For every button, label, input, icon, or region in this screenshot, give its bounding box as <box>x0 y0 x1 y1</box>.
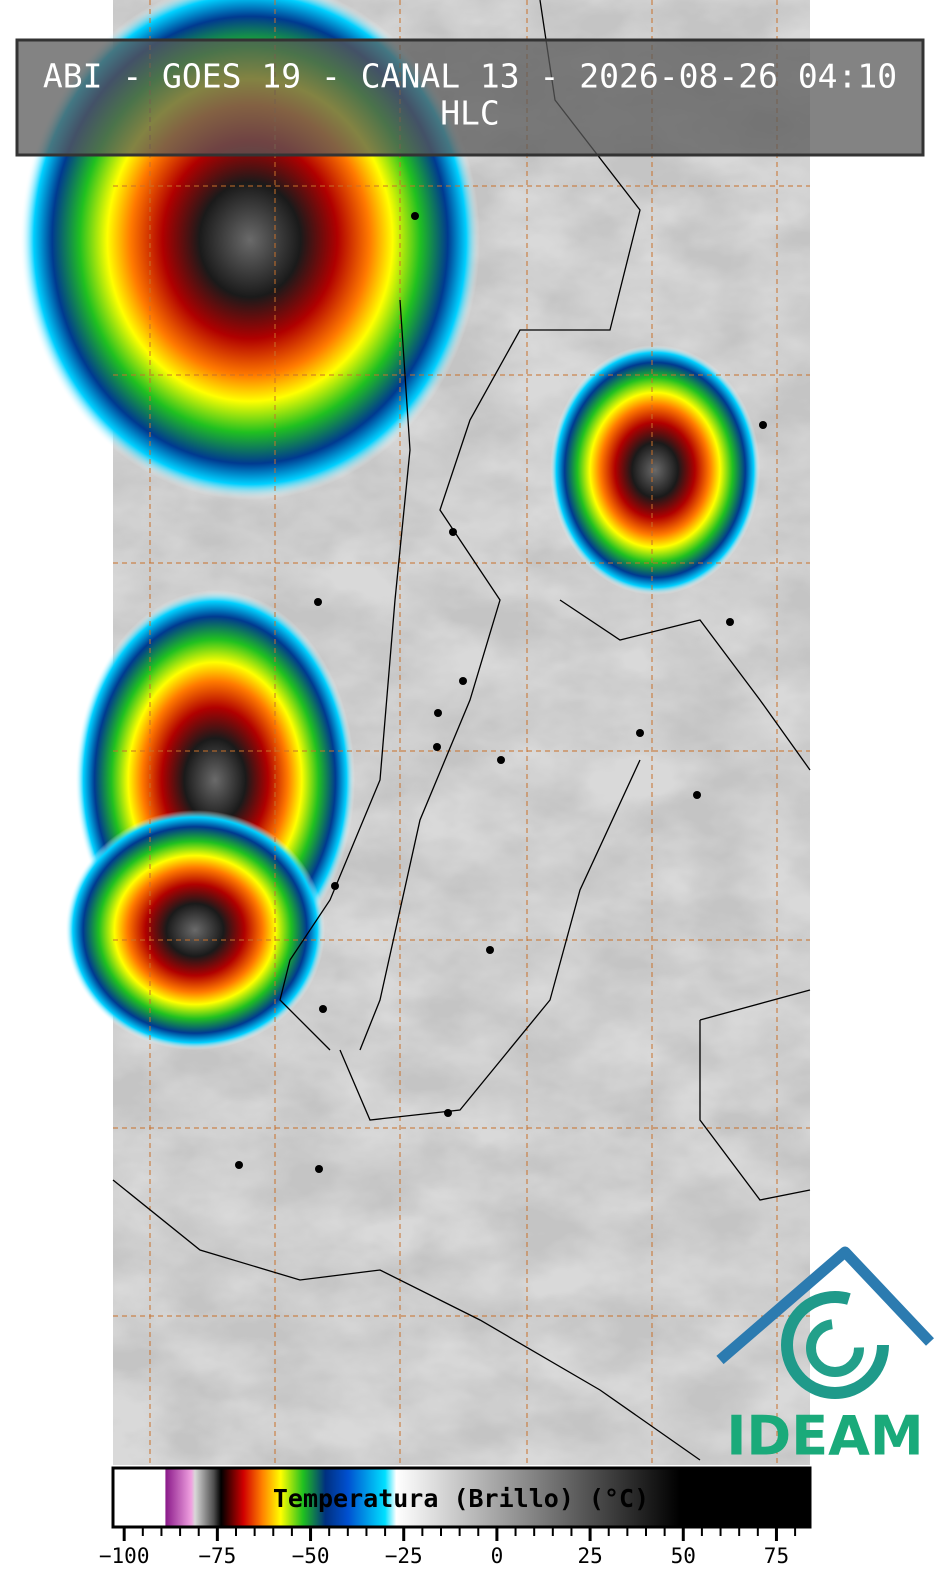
title-box: ABI - GOES 19 - CANAL 13 - 2026-08-26 04… <box>15 38 925 157</box>
logo-roof <box>716 1246 934 1365</box>
storm <box>65 810 325 1050</box>
logo-spiral <box>781 1291 889 1399</box>
colorbar-label: Temperatura (Brillo) (°C) <box>273 1484 649 1513</box>
colorbar-gradient <box>111 1466 812 1529</box>
logo-spiral <box>806 1319 864 1377</box>
x-tick-label: 25 <box>577 1544 602 1568</box>
x-tick-label: 50 <box>671 1544 696 1568</box>
logo-text: IDEAM <box>726 1405 923 1468</box>
borders <box>112 0 811 1461</box>
x-tick-label: −50 <box>292 1544 330 1568</box>
x-tick-label: −100 <box>99 1544 150 1568</box>
x-tick-label: −25 <box>385 1544 423 1568</box>
logo: IDEAM <box>716 1246 934 1468</box>
title-background <box>15 38 925 157</box>
x-tick-label: 75 <box>764 1544 789 1568</box>
cities <box>235 212 767 1173</box>
colorbar: Temperatura (Brillo) (°C) −100 −75 −50 −25 0… <box>99 1466 812 1568</box>
x-tick-label: −75 <box>198 1544 236 1568</box>
map <box>20 0 811 1465</box>
x-tick-label: 0 <box>491 1544 504 1568</box>
graticule <box>113 0 810 1465</box>
subtitle: HLC <box>440 94 500 133</box>
storm <box>550 345 760 595</box>
title: ABI - GOES 19 - CANAL 13 - 2026-08-26 04… <box>43 57 897 96</box>
